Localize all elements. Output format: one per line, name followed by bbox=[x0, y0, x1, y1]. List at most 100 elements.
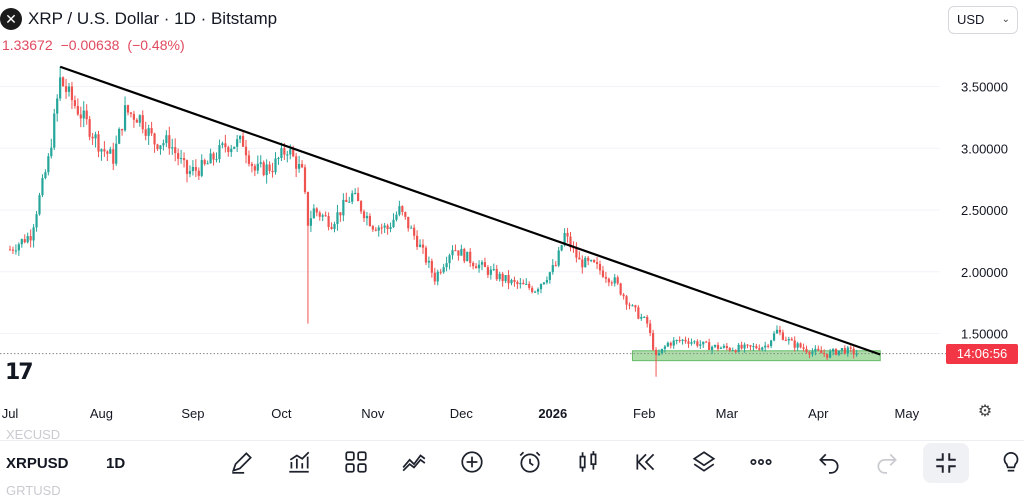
candle-body bbox=[486, 267, 489, 275]
candle-body bbox=[569, 236, 572, 248]
candle-body bbox=[702, 341, 705, 345]
candle-body bbox=[306, 192, 310, 226]
candle-body bbox=[784, 339, 787, 341]
ideas-icon[interactable] bbox=[996, 447, 1024, 477]
collapse-button[interactable] bbox=[923, 443, 969, 483]
candle-body bbox=[218, 145, 221, 160]
candle-body bbox=[790, 339, 793, 341]
candle-body bbox=[507, 275, 510, 284]
candle-body bbox=[510, 279, 513, 284]
candle-body bbox=[303, 167, 307, 193]
candle-body bbox=[67, 86, 71, 92]
candle-style-icon[interactable] bbox=[573, 447, 603, 477]
candle-body bbox=[554, 265, 557, 267]
candle-body bbox=[613, 277, 616, 284]
next-symbol-ghost: GRTUSD bbox=[6, 483, 61, 498]
candle-body bbox=[472, 262, 475, 267]
candle-body bbox=[799, 343, 802, 348]
candle-body bbox=[197, 170, 200, 176]
candle-body bbox=[85, 110, 88, 120]
candle-body bbox=[64, 86, 68, 92]
candle-body bbox=[808, 352, 811, 355]
candle-body bbox=[817, 348, 820, 351]
candle-body bbox=[94, 134, 97, 139]
candle-body bbox=[595, 262, 599, 264]
candlestick-chart[interactable]: 3.50000 3.00000 2.50000 2.00000 1.50000 Jul Au… bbox=[0, 0, 1024, 440]
undo-icon[interactable] bbox=[814, 447, 844, 477]
candle-body bbox=[209, 153, 212, 164]
candle-body bbox=[421, 244, 425, 248]
candle-body bbox=[834, 349, 838, 355]
candle-body bbox=[17, 244, 20, 251]
candle-body bbox=[318, 212, 321, 217]
indicators-icon[interactable] bbox=[284, 447, 314, 477]
candle-body bbox=[321, 215, 324, 217]
interval-button[interactable]: 1D bbox=[106, 455, 126, 472]
layout-grid-icon[interactable] bbox=[341, 447, 371, 477]
candle-body bbox=[743, 344, 746, 349]
candle-body bbox=[336, 212, 339, 225]
candle-body bbox=[118, 128, 121, 144]
candle-body bbox=[274, 158, 277, 173]
candle-body bbox=[292, 149, 295, 157]
y-tick-label: 2.00000 bbox=[961, 265, 1008, 280]
candle-body bbox=[708, 342, 711, 350]
candle-body bbox=[271, 170, 274, 173]
compare-icon[interactable] bbox=[399, 447, 429, 477]
candle-body bbox=[144, 129, 147, 136]
candle-body bbox=[852, 348, 855, 355]
alert-icon[interactable] bbox=[515, 447, 545, 477]
candle-body bbox=[362, 211, 366, 219]
candle-body bbox=[770, 340, 773, 347]
candle-body bbox=[88, 119, 91, 137]
candle-body bbox=[174, 147, 177, 154]
gear-icon[interactable]: ⚙ bbox=[977, 403, 993, 420]
candle-body bbox=[82, 110, 85, 119]
candle-body bbox=[277, 157, 280, 159]
candle-body bbox=[194, 166, 197, 171]
candle-body bbox=[206, 163, 209, 165]
redo-icon[interactable] bbox=[872, 447, 902, 477]
candle-body bbox=[445, 263, 448, 268]
candle-body bbox=[262, 162, 265, 176]
candle-body bbox=[351, 193, 354, 202]
candle-body bbox=[498, 273, 501, 280]
candle-body bbox=[781, 332, 784, 340]
symbol-button[interactable]: XRPUSD bbox=[6, 455, 69, 472]
candle-body bbox=[345, 199, 348, 202]
candle-body bbox=[495, 269, 498, 280]
candle-body bbox=[138, 115, 141, 123]
candle-body bbox=[492, 269, 495, 271]
candle-body bbox=[283, 148, 286, 155]
add-icon[interactable] bbox=[457, 447, 487, 477]
candle-body bbox=[41, 178, 44, 196]
candle-body bbox=[525, 283, 528, 285]
candle-body bbox=[501, 273, 504, 282]
candle-body bbox=[312, 208, 315, 219]
xrp-logo-icon: ✕ bbox=[0, 8, 22, 30]
x-tick-label: Nov bbox=[361, 406, 385, 421]
candle-body bbox=[330, 226, 333, 229]
price-change-pct: (−0.48%) bbox=[127, 37, 185, 53]
replay-icon[interactable] bbox=[631, 447, 661, 477]
candle-body bbox=[289, 149, 292, 155]
candle-body bbox=[575, 247, 578, 258]
candle-body bbox=[831, 349, 835, 352]
candle-body bbox=[70, 86, 74, 101]
candle-body bbox=[660, 348, 664, 354]
candle-body bbox=[705, 341, 708, 343]
candle-body bbox=[657, 353, 661, 356]
candle-body bbox=[212, 153, 215, 160]
candle-body bbox=[156, 144, 159, 150]
candle-body bbox=[280, 148, 283, 158]
symbol-title[interactable]: XRP / U.S. Dollar · 1D · Bitstamp bbox=[28, 9, 278, 28]
currency-selector[interactable]: USD ⌄ bbox=[948, 6, 1018, 34]
more-icon[interactable] bbox=[746, 447, 776, 477]
draw-icon[interactable] bbox=[227, 447, 257, 477]
candle-body bbox=[454, 250, 457, 252]
candle-body bbox=[53, 113, 56, 148]
candle-body bbox=[666, 342, 669, 347]
layers-icon[interactable] bbox=[689, 447, 719, 477]
candle-body bbox=[386, 225, 389, 229]
candle-body bbox=[504, 275, 507, 282]
